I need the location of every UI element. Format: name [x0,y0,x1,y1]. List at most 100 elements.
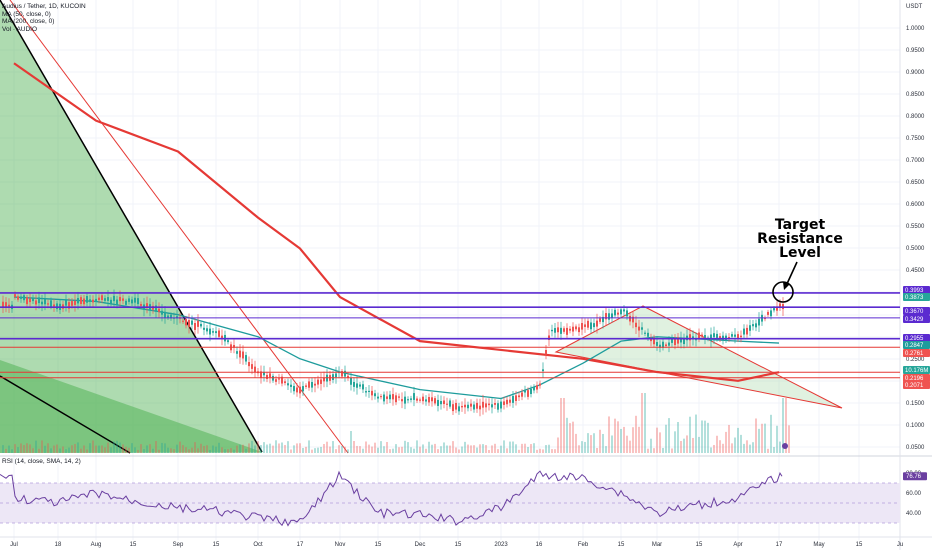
time-tick-label: 17 [776,542,783,548]
candle-body [101,295,103,301]
candle-body [443,400,445,405]
volume-bar [44,445,46,453]
volume-bar [725,431,727,453]
price-tick-label: 0.6500 [906,180,925,186]
volume-bar [665,424,667,453]
price-axis[interactable]: 1.0000 0.9500 0.9000 0.8500 0.8000 0.7500 0.70… [903,26,930,451]
volume-bar [584,441,586,453]
price-tick-label: 0.2500 [906,357,925,363]
candle-body [512,395,514,403]
volume-bar [137,449,139,453]
event-marker[interactable] [782,443,788,449]
candle-body [473,404,475,410]
volume-bar [449,445,451,453]
candle-body [122,298,124,301]
candle-body [242,351,244,359]
candle-body [404,396,406,404]
volume-bar [749,444,751,453]
volume-bar [587,433,589,453]
volume-bar [683,438,685,453]
candle-body [674,338,676,346]
candle-body [227,340,229,343]
price-tag[interactable]: 0.3873 [903,293,930,301]
time-tick-label: 15 [696,542,703,548]
price-tag[interactable]: 0.2196 [903,374,930,382]
volume-bar [233,449,235,453]
candle-body [206,328,208,332]
volume-bar [638,426,640,453]
price-tag-bg [903,366,930,374]
volume-bar [479,444,481,453]
volume-bar [347,449,349,453]
candle-body [758,318,760,326]
price-tag[interactable]: 0.2955 [903,334,930,342]
candle-body [32,297,34,302]
candle-body [311,382,313,388]
volume-bar [704,420,706,453]
candle-body [38,297,40,304]
candle-body [272,375,274,381]
volume-bar [311,449,313,453]
volume-bar [602,433,604,453]
volume-bar [701,420,703,453]
candle-body [749,325,751,331]
candle-body [347,375,349,378]
candle-body [44,299,46,305]
price-tag[interactable]: 0.2761 [903,349,930,357]
volume-bar [320,446,322,453]
candle-body [371,390,373,396]
rsi-value-tag[interactable]: 76.76 [903,472,927,481]
candle-body [128,298,130,302]
volume-bar [365,441,367,453]
candle-body [386,396,388,399]
candle-body [704,335,706,338]
volume-bar [464,441,466,453]
price-tag[interactable]: 0.3670 [903,307,930,315]
volume-bar [35,440,37,453]
volume-bar [269,443,271,453]
time-tick-label: Sep [173,542,184,548]
candle-body [107,297,109,301]
ma-200-line [13,62,780,382]
price-tag[interactable]: 0.2071 [903,381,930,389]
candle-body [317,379,319,385]
volume-bar [146,445,148,453]
volume-bar [251,440,253,453]
candle-body [545,349,547,355]
volume-bar [740,434,742,453]
price-tag-bg [903,315,930,323]
candle-body [314,383,316,386]
legend-symbol: Audius / Tether, 1D, KUCOIN [2,3,86,10]
time-axis[interactable]: Jul 18 Aug 15 Sep 15 Oct 17 Nov 15 Dec 15 2023 16 Feb 1… [0,536,932,548]
candle-body [200,323,202,327]
price-tag[interactable]: 0.3993 [903,286,930,294]
price-tag[interactable]: 0.3429 [903,315,930,323]
volume-bar [200,443,202,453]
candle-body [533,387,535,391]
volume-bar [194,442,196,453]
price-tag-label: 0.2196 [905,376,924,382]
price-tag-label: 0.3429 [905,317,924,323]
candle-body [74,300,76,305]
candle-body [719,336,721,339]
candle-body [422,396,424,402]
candle-body [434,398,436,404]
volume-bar [713,444,715,453]
volume-bar [629,440,631,453]
price-tag[interactable]: 0.2847 [903,341,930,349]
candle-body [335,373,337,378]
candle-body [665,344,667,347]
candle-body [776,306,778,311]
candle-body [410,398,412,400]
price-tag[interactable]: 10.176M [903,366,930,374]
candle-body [584,324,586,327]
volume-bar [698,436,700,453]
volume-bar [767,448,769,453]
volume-bar [371,446,373,453]
volume-bar [596,447,598,453]
volume-bar [695,414,697,453]
candle-body [560,327,562,334]
volume-bar [353,440,355,453]
volume-bar [164,443,166,453]
